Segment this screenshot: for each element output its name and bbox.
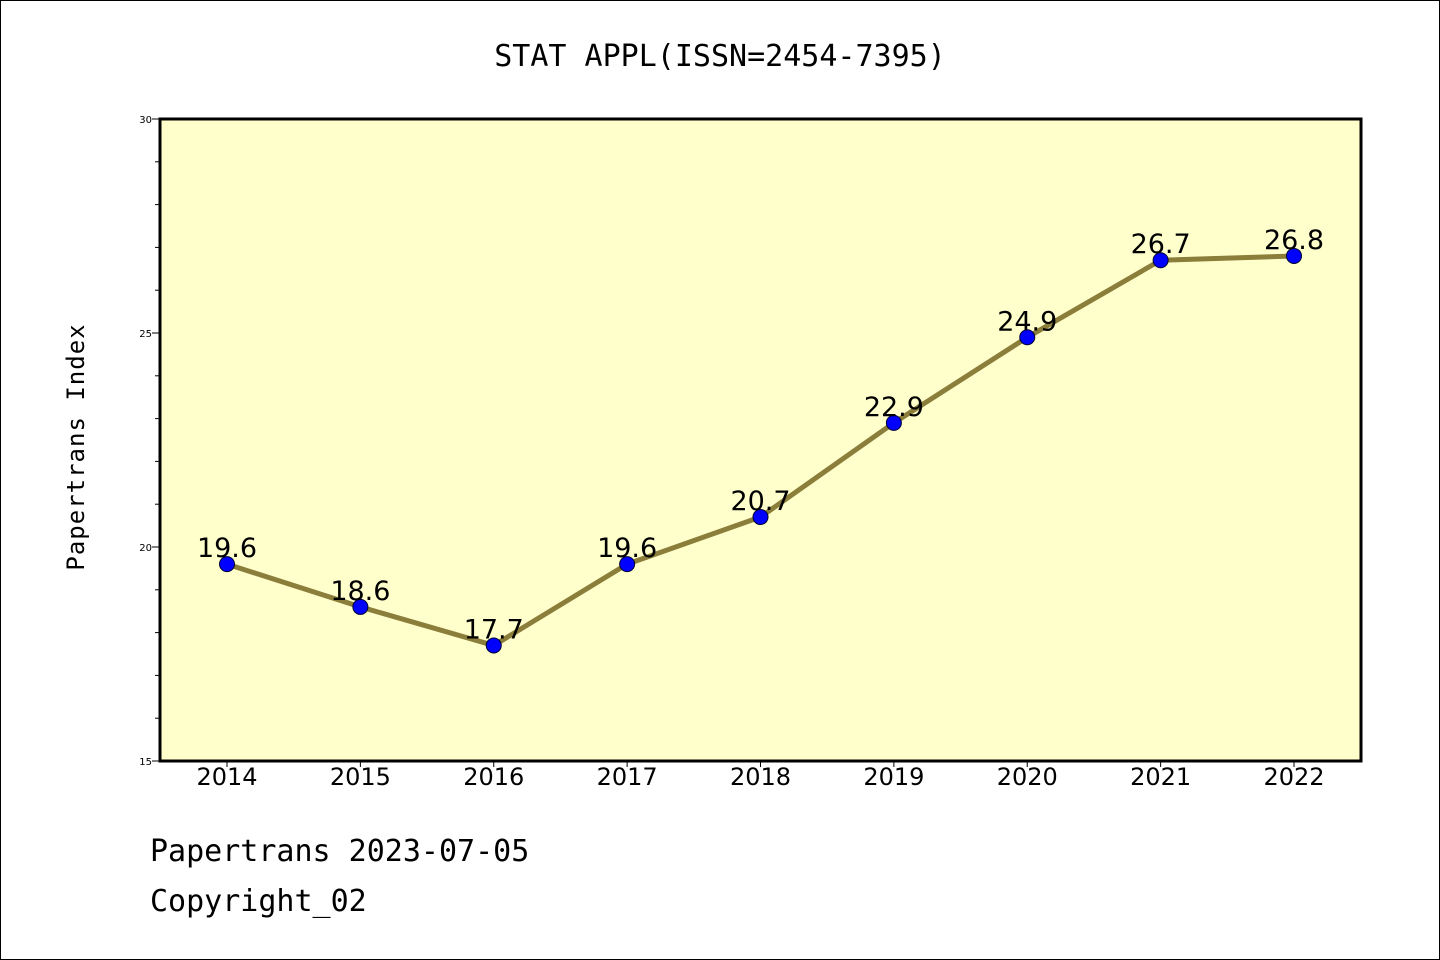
data-point xyxy=(485,637,502,654)
footer-copyright: Copyright_02 xyxy=(150,884,367,919)
y-axis: 15 20 25 30 xyxy=(139,115,160,768)
data-label: 26.8 xyxy=(1264,225,1324,256)
x-tick-label: 2021 xyxy=(1130,763,1191,791)
x-tick-label: 2014 xyxy=(196,763,257,791)
data-point xyxy=(885,414,902,431)
data-point xyxy=(352,598,369,615)
data-label: 17.7 xyxy=(464,614,524,645)
data-point xyxy=(1152,252,1169,269)
data-label: 22.9 xyxy=(864,392,924,423)
data-point xyxy=(1019,329,1036,346)
x-tick-label: 2015 xyxy=(330,763,391,791)
data-label: 19.6 xyxy=(197,533,257,564)
data-point xyxy=(752,509,769,526)
chart-title: STAT APPL(ISSN=2454-7395) xyxy=(494,39,946,74)
data-label: 26.7 xyxy=(1131,229,1191,260)
x-tick-label: 2017 xyxy=(597,763,658,791)
y-tick-label: 20 xyxy=(139,543,152,554)
data-label: 20.7 xyxy=(730,486,790,517)
x-tick-label: 2019 xyxy=(863,763,924,791)
data-point xyxy=(1286,247,1302,264)
data-label: 19.6 xyxy=(597,533,657,564)
y-tick-label: 15 xyxy=(139,757,152,768)
x-tick-label: 2022 xyxy=(1263,763,1324,791)
data-label: 18.6 xyxy=(330,576,390,607)
y-axis-label: Papertrans Index xyxy=(62,323,90,570)
x-tick-label: 2018 xyxy=(730,763,791,791)
x-tick-label: 2016 xyxy=(463,763,524,791)
data-label: 24.9 xyxy=(997,306,1057,337)
footer-date: Papertrans 2023-07-05 xyxy=(150,834,530,869)
data-labels: 19.6 18.6 17.7 19.6 20.7 22.9 24.9 26.7 26.8 xyxy=(197,225,1324,645)
x-axis: 2014 2015 2016 2017 2018 2019 2020 2021 2022 xyxy=(196,761,1325,791)
data-point xyxy=(619,556,636,573)
x-tick-label: 2020 xyxy=(997,763,1058,791)
y-tick-label: 30 xyxy=(139,115,152,126)
data-point xyxy=(219,556,235,573)
y-tick-label: 25 xyxy=(139,329,152,340)
plot-area xyxy=(158,117,1363,763)
series-markers xyxy=(219,247,1302,654)
